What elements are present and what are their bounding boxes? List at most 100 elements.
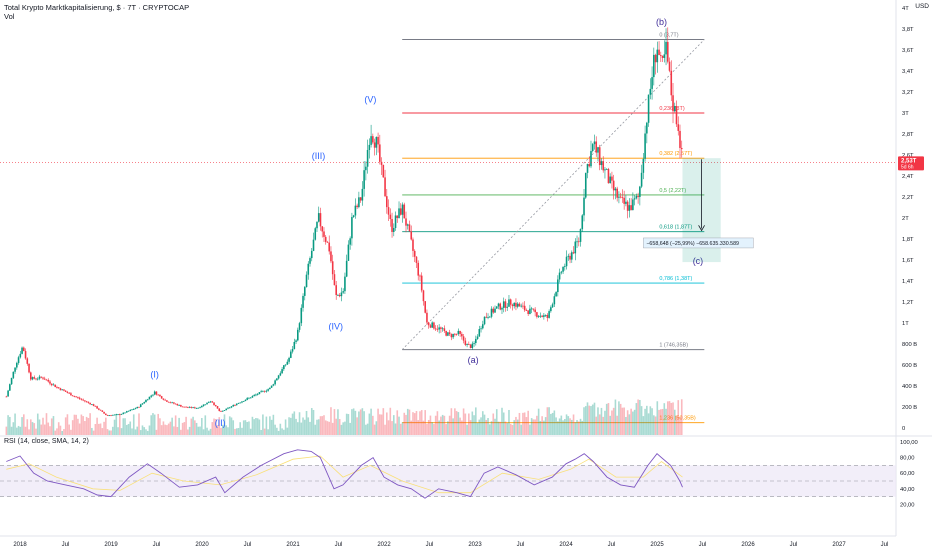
volume-bar [352,408,355,435]
candle-body [7,390,9,397]
volume-bar [600,407,603,435]
price-tick-label: 1,2T [902,300,914,306]
candle-body [26,358,29,364]
volume-bar [300,422,303,435]
candle-body [363,170,365,189]
volume-bar [380,414,383,435]
candle-body [433,322,435,329]
rsi-tick-label: 100,00 [900,440,918,446]
candle-body [660,55,662,56]
volume-bar [290,417,292,435]
volume-bar [84,421,86,435]
candle-body [476,336,479,339]
candle-body [410,231,413,240]
candle-body [419,275,421,277]
candle-body [475,338,477,344]
volume-bar [218,417,221,435]
volume-bar [127,423,130,435]
candle-body [557,279,559,293]
volume-bar [550,413,552,435]
volume-bar [103,421,105,435]
volume-bar [392,415,395,435]
volume-bar [63,429,65,435]
volume-bar [110,430,112,435]
volume-bar [660,409,662,435]
volume-bar [480,417,482,435]
volume-bar [646,405,648,435]
volume-bar [118,413,121,435]
volume-bar [174,415,177,435]
price-tick-label: 800 B [902,342,917,348]
candle-body [157,394,159,396]
candle-body [567,255,570,257]
volume-bar [157,413,159,435]
volume-bar [291,413,294,435]
volume-bar [598,414,601,435]
candle-body [501,307,503,310]
candle-body [639,186,641,197]
candle-body [169,402,172,404]
volume-bar [473,415,475,435]
volume-bar [454,408,456,435]
candle-body [495,306,498,309]
candle-body [248,397,250,399]
candle-body [98,408,100,410]
volume-bar [588,405,591,435]
candle-body [417,262,420,276]
volume-bar [495,409,498,435]
volume-bar [323,415,325,435]
volume-bar [263,428,266,435]
candle-body [96,406,98,409]
volume-bar [108,430,111,435]
volume-bar [382,408,385,435]
volume-bar [415,411,418,435]
volume-bar [17,425,20,435]
volume-bar [506,423,509,435]
candle-body [319,213,322,227]
volume-bar [614,399,617,435]
volume-bar [520,424,522,435]
volume-bar [82,416,84,435]
fib-retracement: 0 (3,7T) 0,236 (3T) 0,382 (2,57T) 0,5 (2,22… [401,33,705,424]
volume-bar [309,421,311,435]
candle-body [443,328,446,332]
candle-body [284,364,287,366]
candle-body [602,161,605,171]
candle-body [635,195,638,199]
candle-body [167,401,170,403]
candle-body [609,176,611,184]
volume-bar [356,417,358,435]
candle-body [84,400,86,402]
volume-bar [159,418,161,435]
volume-bar [469,420,472,435]
candle-body [380,161,383,165]
volume-bar [40,424,43,435]
volume-bar [387,420,390,435]
candle-body [283,365,285,370]
candle-body [543,315,545,317]
candle-body [600,161,603,166]
volume-bar [366,423,369,435]
volume-bar [85,416,88,435]
candle-body [38,376,41,379]
candle-body [445,331,447,336]
candle-body [312,239,315,251]
candle-body [333,274,336,286]
candle-body [160,396,163,399]
volume-bar [14,413,16,435]
candle-body [513,302,516,307]
candle-body [258,392,261,395]
candle-body [459,330,461,334]
volume-bar [609,415,611,435]
candle-body [242,401,245,402]
volume-bar [511,424,514,435]
candle-body [295,340,297,342]
volume-bar [450,408,453,435]
volume-bar [644,408,646,435]
candle-body [625,201,627,204]
candle-body [577,241,580,243]
candle-body [138,406,140,408]
candle-body [509,299,512,305]
measure-label-box [643,237,754,249]
